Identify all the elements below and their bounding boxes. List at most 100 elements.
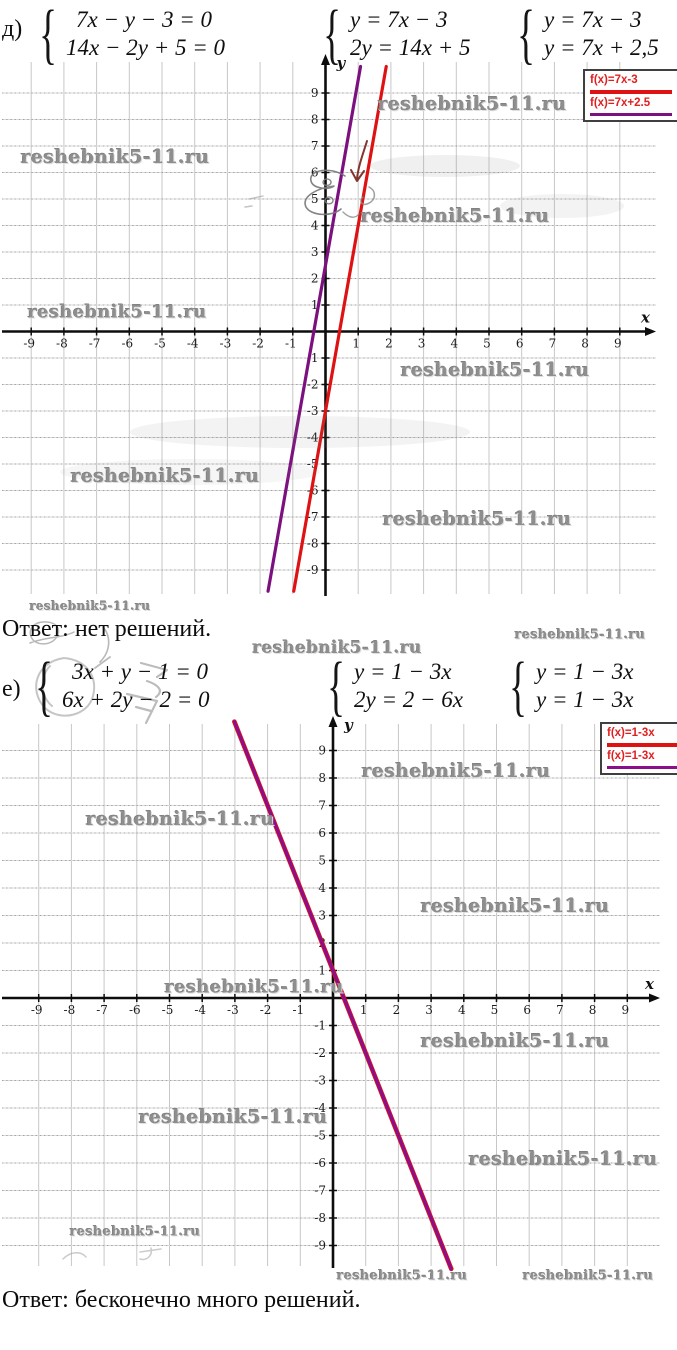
y-tick-label: -4 (307, 431, 319, 445)
equation: 3x + y − 1 = 0 (72, 659, 208, 684)
x-tick-label: -4 (187, 337, 199, 351)
y-tick-label: 2 (311, 272, 319, 286)
x-tick-label: 6 (516, 337, 524, 351)
legend-red-line-swatch (607, 743, 677, 747)
y-tick-label: 6 (311, 166, 319, 180)
y-tick-label: -5 (307, 457, 319, 471)
y-tick-label: 5 (318, 854, 326, 868)
y-tick-label: 9 (318, 744, 326, 758)
y-tick-label: 3 (311, 245, 319, 259)
equation: y = 1 − 3x (536, 659, 634, 684)
y-tick-label: 5 (311, 192, 319, 206)
x-tick-label: 5 (491, 1003, 499, 1017)
equation: 2y = 14x + 5 (350, 35, 471, 60)
watermark-text: reshebnik5-11.ru (382, 508, 572, 530)
x-tick-label: -5 (162, 1003, 174, 1017)
x-tick-label: 5 (483, 337, 491, 351)
y-tick-label: 4 (311, 219, 319, 233)
watermark-text: reshebnik5-11.ru (361, 760, 551, 782)
x-tick-label: -4 (194, 1003, 206, 1017)
system-e-step1: y = 1 − 3x 2y = 2 − 6x (340, 658, 463, 714)
y-tick-label: -2 (314, 1046, 326, 1060)
watermark-text: reshebnik5-11.ru (420, 1030, 610, 1052)
equation: y = 1 − 3x (536, 687, 634, 712)
x-tick-label: -6 (129, 1003, 141, 1017)
answer-d: Ответ: нет решений. (2, 616, 212, 642)
y-tick-label: -8 (314, 1211, 326, 1225)
y-tick-label: -3 (314, 1074, 326, 1088)
system-e-label: е) (2, 676, 21, 702)
y-tick-label: -6 (314, 1156, 326, 1170)
legend-chart-d: f(x)=7x-3 f(x)=7x+2.5 (583, 69, 677, 122)
watermark-text: reshebnik5-11.ru (522, 1268, 654, 1284)
x-tick-label: -9 (23, 337, 35, 351)
y-tick-label: -7 (314, 1184, 326, 1198)
eraser-smudge (370, 155, 520, 177)
x-tick-label: -8 (56, 337, 68, 351)
x-tick-label: 8 (581, 337, 589, 351)
function-line-red (292, 64, 388, 593)
watermark-text: reshebnik5-11.ru (468, 1148, 658, 1170)
x-tick-label: -1 (292, 1003, 304, 1017)
watermark-text: reshebnik5-11.ru (420, 895, 610, 917)
x-tick-label: 2 (393, 1003, 401, 1017)
y-tick-label: 8 (318, 771, 326, 785)
x-tick-label: 1 (360, 1003, 368, 1017)
equation: y = 1 − 3x (354, 659, 452, 684)
x-tick-label: 9 (621, 1003, 629, 1017)
watermark-text: reshebnik5-11.ru (27, 301, 207, 323)
function-line-purple (266, 64, 363, 593)
y-tick-label: -7 (307, 510, 319, 524)
x-tick-label: 4 (450, 337, 458, 351)
pencil-doodle (62, 1247, 162, 1261)
system-d-step1: y = 7x − 3 2y = 14x + 5 (336, 6, 470, 62)
y-tick-label: -1 (307, 351, 319, 365)
x-tick-label: 7 (556, 1003, 564, 1017)
legend-entry-label: f(x)=7x-3 (590, 74, 638, 86)
y-tick-label: 3 (318, 909, 326, 923)
y-tick-label: 7 (318, 799, 326, 813)
pencil-doodle (322, 178, 332, 187)
pencil-doodle (244, 195, 264, 208)
y-tick-label: 2 (318, 936, 326, 950)
x-tick-label: 8 (589, 1003, 597, 1017)
equation: 2y = 2 − 6x (354, 687, 463, 712)
x-axis-arrow (645, 327, 656, 336)
pencil-doodle (324, 196, 334, 205)
legend-entry-label: f(x)=7x+2.5 (590, 96, 651, 109)
x-tick-label: 7 (549, 337, 557, 351)
watermark-text: reshebnik5-11.ru (70, 465, 260, 487)
x-tick-label: 3 (418, 337, 426, 351)
x-tick-label: -5 (154, 337, 166, 351)
watermark-text: reshebnik5-11.ru (20, 146, 210, 168)
y-tick-label: -6 (307, 484, 319, 498)
y-tick-label: -3 (307, 404, 319, 418)
legend-entry-label: f(x)=1-3x (607, 727, 655, 739)
x-tick-label: 3 (425, 1003, 433, 1017)
watermark-text: reshebnik5-11.ru (85, 808, 275, 830)
x-tick-label: 4 (458, 1003, 466, 1017)
y-tick-label: -1 (314, 1019, 326, 1033)
y-tick-label: 6 (318, 826, 326, 840)
watermark-text: reshebnik5-11.ru (164, 976, 344, 998)
answer-e: Ответ: бесконечно много решений. (2, 1287, 361, 1313)
y-tick-label: 9 (311, 86, 319, 100)
x-tick-label: -8 (64, 1003, 76, 1017)
system-e-step2: y = 1 − 3x y = 1 − 3x (522, 658, 633, 714)
y-tick-label: 8 (311, 113, 319, 127)
y-tick-label: -5 (314, 1129, 326, 1143)
x-tick-label: -6 (121, 337, 133, 351)
x-axis-arrow (649, 993, 660, 1003)
equation: 7x − y − 3 = 0 (76, 7, 212, 32)
x-tick-label: 1 (352, 337, 360, 351)
watermark-text: reshebnik5-11.ru (514, 627, 646, 643)
x-tick-label: -1 (285, 337, 297, 351)
x-axis-title: x (640, 309, 651, 327)
system-d-label: д) (2, 16, 23, 42)
x-tick-label: -3 (220, 337, 232, 351)
watermark-text: reshebnik5-11.ru (69, 1224, 201, 1240)
y-tick-label: 4 (318, 881, 326, 895)
pencil-doodle (342, 211, 360, 218)
x-tick-label: 9 (614, 337, 622, 351)
